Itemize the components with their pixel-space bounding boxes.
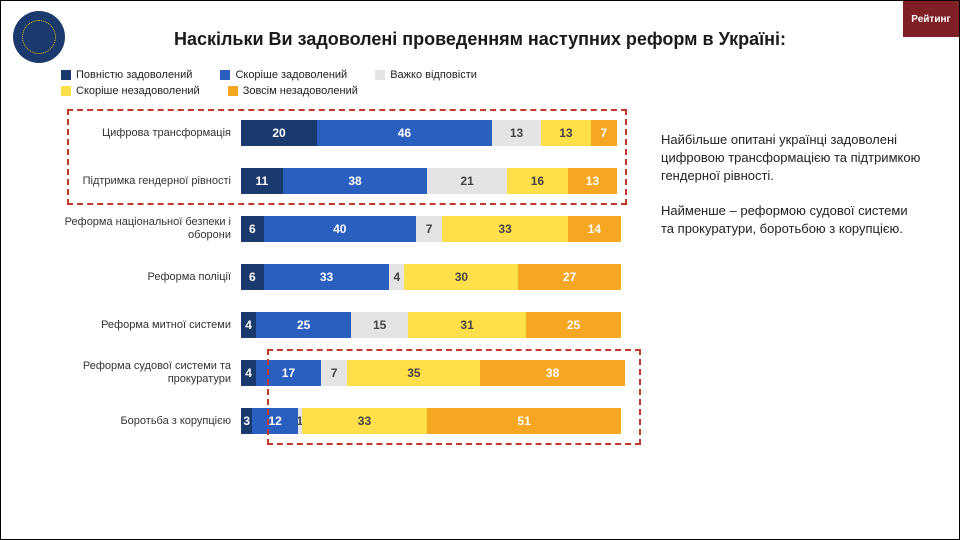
bar-segment: 6 bbox=[241, 264, 264, 290]
legend-swatch bbox=[220, 70, 230, 80]
category-label: Реформа судової системи та прокуратури bbox=[61, 360, 241, 385]
bar-segment: 4 bbox=[241, 312, 256, 338]
commentary-p2: Найменше – реформою судової системи та п… bbox=[661, 202, 921, 238]
bar-plot: 63343027 bbox=[241, 264, 621, 290]
legend-row-2: Скоріше незадоволений Зовсім незадоволени… bbox=[61, 85, 621, 97]
category-label: Реформа національної безпеки і оборони bbox=[61, 216, 241, 241]
bar-segment: 12 bbox=[252, 408, 298, 434]
category-label: Цифрова трансформація bbox=[61, 127, 241, 140]
legend-swatch bbox=[228, 86, 238, 96]
bar-segment: 51 bbox=[427, 408, 621, 434]
legend-swatch bbox=[375, 70, 385, 80]
chart-row: Реформа поліції63343027 bbox=[61, 259, 621, 295]
bar-segment: 33 bbox=[302, 408, 427, 434]
bar-segment: 14 bbox=[568, 216, 621, 242]
legend-item: Зовсім незадоволений bbox=[228, 85, 358, 97]
bar-segment: 7 bbox=[321, 360, 348, 386]
legend-row-1: Повністю задоволений Скоріше задоволений В… bbox=[61, 69, 621, 81]
chart-row: Реформа судової системи та прокуратури41… bbox=[61, 355, 621, 391]
bar-segment: 35 bbox=[347, 360, 480, 386]
chart-row: Цифрова трансформація204613137 bbox=[61, 115, 621, 151]
bar-plot: 31213351 bbox=[241, 408, 621, 434]
bar-segment: 46 bbox=[317, 120, 492, 146]
bar-segment: 16 bbox=[507, 168, 568, 194]
bar-segment: 27 bbox=[518, 264, 621, 290]
legend-item: Скоріше задоволений bbox=[220, 69, 347, 81]
bar-segment: 30 bbox=[404, 264, 518, 290]
bar-segment: 25 bbox=[526, 312, 621, 338]
category-label: Підтримка гендерної рівності bbox=[61, 175, 241, 188]
chart-row: Підтримка гендерної рівності1138211613 bbox=[61, 163, 621, 199]
bar-segment: 15 bbox=[351, 312, 408, 338]
slide-frame: Рейтинг Наскільки Ви задоволені проведен… bbox=[0, 0, 960, 540]
legend-swatch bbox=[61, 70, 71, 80]
page-title: Наскільки Ви задоволені проведенням наст… bbox=[1, 29, 959, 50]
legend-item: Скоріше незадоволений bbox=[61, 85, 200, 97]
bar-segment: 38 bbox=[480, 360, 624, 386]
legend-item: Повністю задоволений bbox=[61, 69, 192, 81]
bar-segment: 7 bbox=[591, 120, 618, 146]
bar-segment: 33 bbox=[442, 216, 567, 242]
bar-segment: 31 bbox=[408, 312, 526, 338]
bar-segment: 38 bbox=[283, 168, 427, 194]
legend-label: Зовсім незадоволений bbox=[243, 85, 358, 97]
bar-plot: 41773538 bbox=[241, 360, 621, 386]
bar-plot: 425153125 bbox=[241, 312, 621, 338]
bar-segment: 4 bbox=[241, 360, 256, 386]
legend-swatch bbox=[61, 86, 71, 96]
bar-segment: 4 bbox=[389, 264, 404, 290]
bar-segment: 7 bbox=[416, 216, 443, 242]
chart-row: Реформа національної безпеки і оборони64… bbox=[61, 211, 621, 247]
legend-label: Скоріше незадоволений bbox=[76, 85, 200, 97]
commentary: Найбільше опитані українці задоволені ци… bbox=[661, 131, 921, 254]
bar-segment: 3 bbox=[241, 408, 252, 434]
commentary-p1: Найбільше опитані українці задоволені ци… bbox=[661, 131, 921, 186]
bar-segment: 6 bbox=[241, 216, 264, 242]
bar-segment: 20 bbox=[241, 120, 317, 146]
bar-plot: 1138211613 bbox=[241, 168, 621, 194]
bar-segment: 13 bbox=[568, 168, 617, 194]
bar-segment: 11 bbox=[241, 168, 283, 194]
bar-segment: 21 bbox=[427, 168, 507, 194]
chart-row: Реформа митної системи425153125 bbox=[61, 307, 621, 343]
category-label: Боротьба з корупцією bbox=[61, 415, 241, 428]
bar-plot: 204613137 bbox=[241, 120, 621, 146]
legend: Повністю задоволений Скоріше задоволений В… bbox=[61, 69, 621, 101]
bar-segment: 13 bbox=[541, 120, 590, 146]
legend-label: Важко відповісти bbox=[390, 69, 477, 81]
chart-row: Боротьба з корупцією31213351 bbox=[61, 403, 621, 439]
bar-segment: 13 bbox=[492, 120, 541, 146]
bar-segment: 17 bbox=[256, 360, 321, 386]
bar-segment: 40 bbox=[264, 216, 416, 242]
bar-segment: 25 bbox=[256, 312, 351, 338]
bar-segment: 33 bbox=[264, 264, 389, 290]
legend-label: Скоріше задоволений bbox=[235, 69, 347, 81]
category-label: Реформа митної системи bbox=[61, 319, 241, 332]
stacked-bar-chart: Цифрова трансформація204613137Підтримка … bbox=[61, 115, 621, 451]
legend-label: Повністю задоволений bbox=[76, 69, 192, 81]
bar-plot: 64073314 bbox=[241, 216, 621, 242]
category-label: Реформа поліції bbox=[61, 271, 241, 284]
legend-item: Важко відповісти bbox=[375, 69, 477, 81]
